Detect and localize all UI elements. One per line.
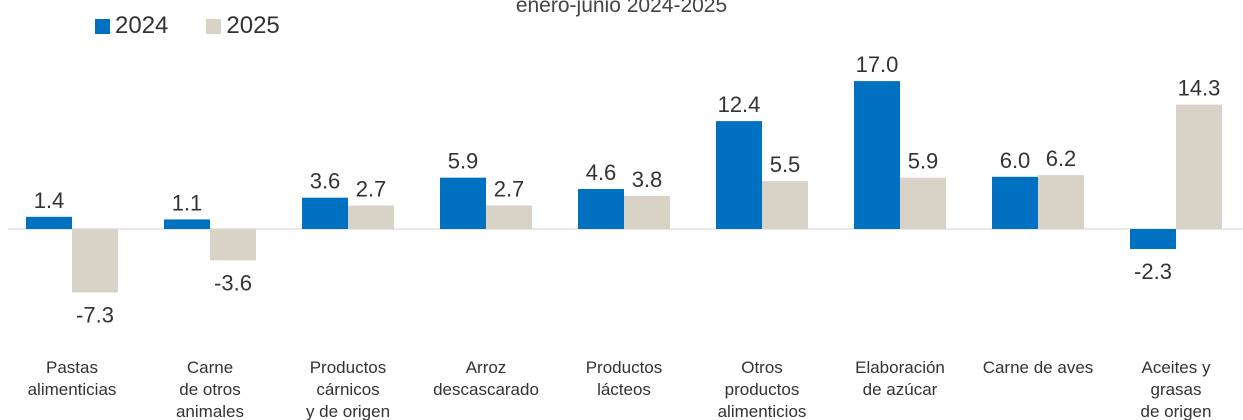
bar-2024-2	[302, 197, 348, 229]
bar-2025-6	[900, 177, 946, 229]
category-label-7: Carne de aves	[983, 358, 1094, 377]
category-label-4: lácteos	[597, 380, 651, 399]
category-label-0: Pastas	[46, 358, 98, 377]
data-label-2025-8: 14.3	[1178, 76, 1221, 101]
bar-2024-1	[164, 219, 210, 229]
chart-subtitle: enero-junio 2024-2025	[515, 0, 728, 17]
data-label-2024-8: -2.3	[1134, 259, 1172, 284]
bar-2024-5	[716, 121, 762, 229]
category-label-5: alimenticios	[718, 402, 807, 420]
data-label-2025-1: -3.6	[214, 270, 252, 295]
category-label-1: Carne	[187, 358, 233, 377]
bar-2024-7	[992, 176, 1038, 229]
data-label-2024-6: 17.0	[856, 52, 899, 77]
legend-swatch-2024	[95, 18, 110, 34]
data-label-2025-0: -7.3	[76, 303, 114, 328]
legend-item-2024: 2024	[95, 12, 168, 40]
legend: 2024 2025	[95, 12, 318, 40]
category-label-2: cárnicos	[316, 380, 379, 399]
category-label-2: y de origen	[306, 402, 390, 420]
bar-2024-6	[854, 81, 900, 229]
data-label-2024-5: 12.4	[718, 92, 761, 117]
bar-2024-3	[440, 177, 486, 229]
data-label-2024-1: 1.1	[172, 190, 203, 215]
data-label-2025-5: 5.5	[770, 152, 801, 177]
category-label-8: grasas	[1150, 380, 1201, 399]
data-label-2025-7: 6.2	[1046, 146, 1077, 171]
bar-2024-0	[26, 216, 72, 229]
category-label-1: animales	[176, 402, 244, 420]
data-label-2025-3: 2.7	[494, 177, 525, 202]
category-label-3: descascarado	[433, 380, 539, 399]
legend-label-2025: 2025	[226, 12, 280, 39]
data-label-2024-7: 6.0	[1000, 148, 1031, 173]
data-label-2024-0: 1.4	[34, 188, 65, 213]
bar-2025-0	[72, 229, 118, 293]
category-label-6: de azúcar	[863, 380, 938, 399]
legend-item-2025: 2025	[206, 12, 280, 40]
category-label-4: Productos	[586, 358, 663, 377]
bar-2024-8	[1130, 229, 1176, 250]
bar-2025-4	[624, 195, 670, 229]
data-label-2024-3: 5.9	[448, 149, 479, 174]
bar-2025-5	[762, 181, 808, 229]
legend-swatch-2025	[206, 18, 222, 34]
bar-2025-1	[210, 229, 256, 261]
data-label-2025-6: 5.9	[908, 149, 939, 174]
category-label-0: alimenticias	[28, 380, 117, 399]
bar-2025-8	[1176, 104, 1222, 229]
data-label-2024-2: 3.6	[310, 169, 341, 194]
category-label-8: de origen	[1141, 402, 1212, 420]
legend-label-2024: 2024	[115, 12, 169, 39]
data-label-2024-4: 4.6	[586, 160, 617, 185]
category-label-2: Productos	[310, 358, 387, 377]
category-label-5: Otros	[741, 358, 783, 377]
bar-2025-3	[486, 205, 532, 229]
bar-2025-2	[348, 205, 394, 229]
category-label-1: de otros	[179, 380, 240, 399]
category-label-8: Aceites y	[1142, 358, 1211, 377]
data-label-2025-2: 2.7	[356, 177, 387, 202]
category-label-5: productos	[725, 380, 800, 399]
bar-2025-7	[1038, 175, 1084, 229]
category-label-3: Arroz	[466, 358, 507, 377]
data-label-2025-4: 3.8	[632, 167, 663, 192]
bar-2024-4	[578, 188, 624, 229]
category-label-6: Elaboración	[855, 358, 945, 377]
